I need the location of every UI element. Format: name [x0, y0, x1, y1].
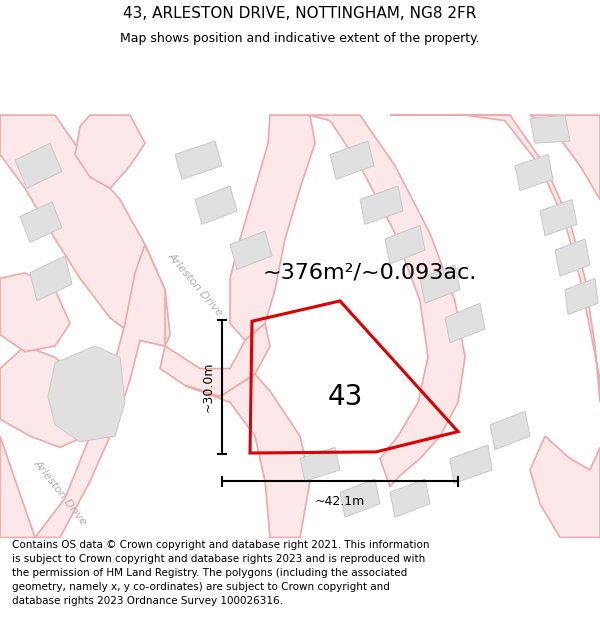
- Polygon shape: [20, 202, 62, 242]
- Polygon shape: [385, 226, 425, 264]
- Polygon shape: [230, 115, 315, 341]
- Polygon shape: [175, 141, 222, 179]
- Text: 43, ARLESTON DRIVE, NOTTINGHAM, NG8 2FR: 43, ARLESTON DRIVE, NOTTINGHAM, NG8 2FR: [124, 6, 476, 21]
- Polygon shape: [160, 324, 270, 397]
- Polygon shape: [540, 199, 577, 236]
- Text: Contains OS data © Crown copyright and database right 2021. This information
is : Contains OS data © Crown copyright and d…: [12, 540, 430, 606]
- Polygon shape: [0, 346, 90, 448]
- Text: ~42.1m: ~42.1m: [315, 495, 365, 508]
- Polygon shape: [0, 115, 170, 346]
- Polygon shape: [35, 244, 165, 538]
- Polygon shape: [515, 154, 553, 191]
- Text: ~376m²/~0.093ac.: ~376m²/~0.093ac.: [263, 262, 477, 282]
- Polygon shape: [195, 186, 237, 224]
- Polygon shape: [530, 115, 600, 199]
- Polygon shape: [230, 231, 272, 269]
- Polygon shape: [530, 115, 570, 143]
- Polygon shape: [30, 256, 72, 301]
- Polygon shape: [490, 411, 530, 449]
- Text: Arleston Drive: Arleston Drive: [32, 458, 88, 527]
- Polygon shape: [75, 115, 145, 188]
- Polygon shape: [445, 303, 485, 343]
- Text: 43: 43: [328, 383, 363, 411]
- Polygon shape: [360, 186, 403, 224]
- Polygon shape: [185, 374, 310, 538]
- Polygon shape: [530, 436, 600, 538]
- Polygon shape: [460, 115, 600, 402]
- Text: Map shows position and indicative extent of the property.: Map shows position and indicative extent…: [120, 32, 480, 45]
- Polygon shape: [15, 143, 62, 188]
- Polygon shape: [450, 445, 492, 483]
- Polygon shape: [0, 272, 70, 352]
- Polygon shape: [420, 265, 460, 303]
- Polygon shape: [555, 239, 590, 276]
- Polygon shape: [340, 479, 380, 518]
- Text: Arleston Drive: Arleston Drive: [166, 251, 224, 318]
- Polygon shape: [310, 115, 465, 487]
- Polygon shape: [0, 436, 35, 538]
- Text: ~30.0m: ~30.0m: [202, 362, 215, 413]
- Polygon shape: [390, 479, 430, 518]
- Polygon shape: [330, 141, 374, 179]
- Polygon shape: [48, 346, 125, 442]
- Polygon shape: [565, 278, 598, 314]
- Polygon shape: [300, 448, 340, 481]
